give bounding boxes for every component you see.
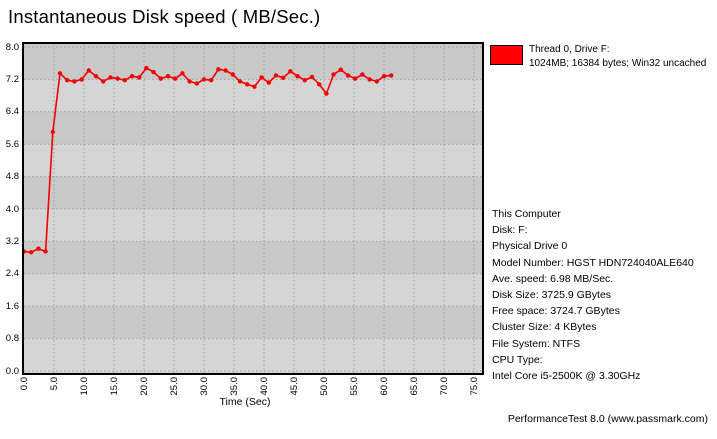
x-axis-label: 5.0	[49, 377, 60, 391]
plot-area	[22, 42, 484, 375]
y-axis-label: 8.0	[5, 41, 19, 53]
y-axis-label: 4.0	[5, 203, 19, 215]
legend-swatch	[490, 45, 523, 65]
x-axis-title: Time (Sec)	[219, 396, 271, 408]
chart-title: Instantaneous Disk speed ( MB/Sec.)	[8, 6, 321, 27]
y-axis-label: 3.2	[5, 235, 19, 247]
info-line: Disk: F:	[492, 224, 528, 237]
x-axis-label: 65.0	[409, 377, 420, 396]
y-axis-label: 2.4	[5, 268, 19, 280]
info-line: Disk Size: 3725.9 GBytes	[492, 289, 612, 302]
info-line: Intel Core i5-2500K @ 3.30GHz	[492, 370, 641, 383]
footer-text: PerformanceTest 8.0 (www.passmark.com)	[507, 413, 708, 425]
x-axis-label: 70.0	[439, 377, 450, 396]
legend-label: Thread 0, Drive F: 1024MB; 16384 bytes; …	[529, 43, 706, 70]
legend-line-1: Thread 0, Drive F:	[529, 44, 610, 55]
info-line: Ave. speed: 6.98 MB/Sec.	[492, 272, 614, 285]
y-axis-label: 0.0	[5, 365, 19, 377]
info-line: Cluster Size: 4 KBytes	[492, 321, 597, 334]
legend-line-2: 1024MB; 16384 bytes; Win32 uncached	[529, 57, 707, 69]
x-axis-label: 0.0	[19, 377, 30, 391]
info-line: Free space: 3724.7 GBytes	[492, 305, 620, 318]
x-axis-label: 10.0	[79, 377, 90, 396]
y-axis-label: 4.8	[5, 171, 19, 183]
info-line: Model Number: HGST HDN724040ALE640	[492, 256, 694, 269]
info-panel: This Computer Disk: F: Physical Drive 0 Mod…	[492, 206, 694, 384]
x-axis-label: 55.0	[349, 377, 360, 396]
y-axis-label: 7.2	[5, 73, 19, 85]
y-axis-label: 0.8	[5, 333, 19, 345]
y-axis-label: 6.4	[5, 106, 19, 118]
x-axis-label: 60.0	[379, 377, 390, 396]
y-axis-label: 1.6	[5, 300, 19, 312]
info-line: This Computer	[492, 208, 561, 220]
x-axis-label: 15.0	[109, 377, 120, 396]
info-line: CPU Type:	[492, 353, 543, 366]
plot-svg	[24, 44, 482, 373]
x-axis-label: 75.0	[469, 377, 480, 396]
info-line: File System: NTFS	[492, 337, 581, 350]
y-axis-label: 5.6	[5, 138, 19, 150]
info-line: Physical Drive 0	[492, 240, 568, 253]
